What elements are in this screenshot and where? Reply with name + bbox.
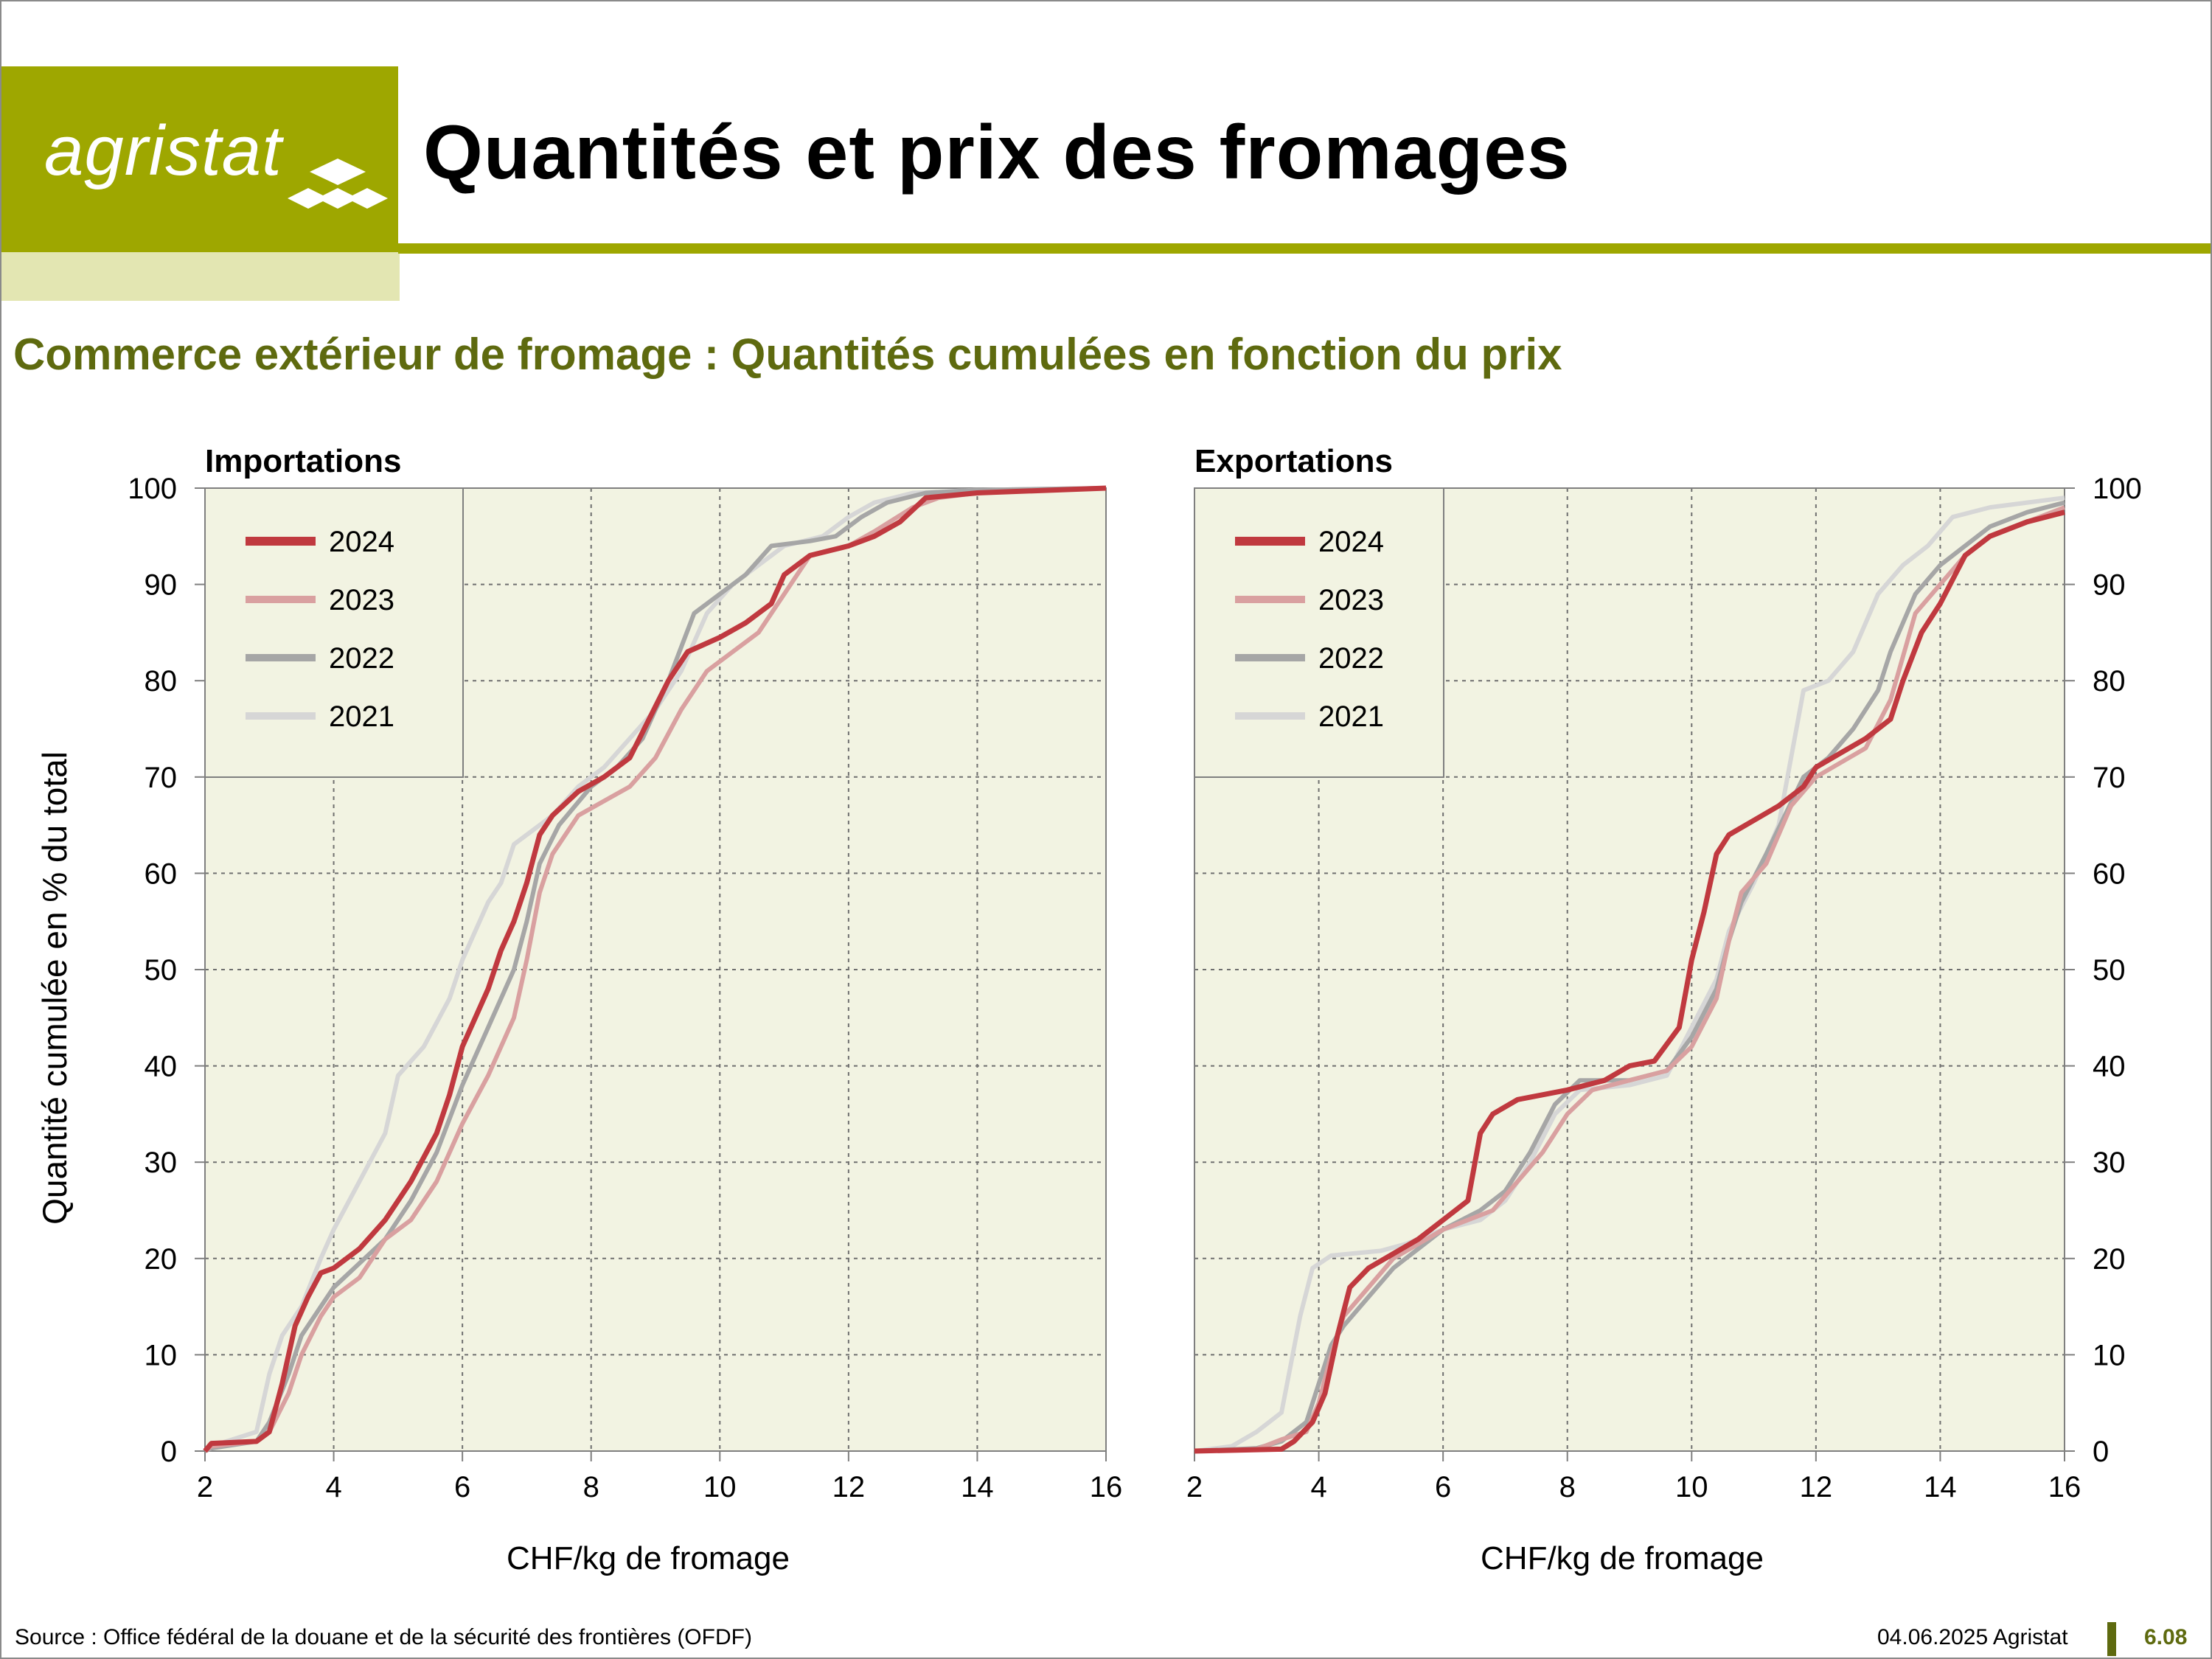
legend-label-2022: 2022 bbox=[329, 642, 394, 675]
x-tick-label: 12 bbox=[1800, 1471, 1833, 1503]
legend-box bbox=[1194, 487, 1444, 778]
y-tick-label: 20 bbox=[2093, 1243, 2126, 1276]
x-tick-label: 16 bbox=[1090, 1471, 1123, 1503]
legend-label-2021: 2021 bbox=[329, 700, 394, 733]
x-tick-label: 10 bbox=[703, 1471, 737, 1503]
x-tick-label: 2 bbox=[197, 1471, 213, 1503]
legend-label-2024: 2024 bbox=[1318, 526, 1384, 558]
panel-importations: 2 4 6 8 10 12 14 16 0 10 20 30 40 50 60 70 80 90 100 Import… bbox=[128, 443, 1122, 1576]
page-title: Quantités et prix des fromages bbox=[423, 110, 1571, 195]
legend-label-2024: 2024 bbox=[329, 526, 394, 558]
panel-exportations: 2 4 6 8 10 12 14 16 0 10 20 30 40 50 60 70 80 90 100 Export… bbox=[1186, 443, 2142, 1576]
y-tick-label: 90 bbox=[2093, 569, 2126, 602]
title-underline bbox=[398, 243, 2211, 254]
footer-date: 04.06.2025 Agristat bbox=[1877, 1625, 2068, 1649]
y-tick-label: 80 bbox=[145, 665, 178, 698]
y-tick-label: 60 bbox=[2093, 858, 2126, 890]
legend-label-2022: 2022 bbox=[1318, 642, 1384, 675]
y-tick-label: 30 bbox=[2093, 1147, 2126, 1179]
panel-title: Exportations bbox=[1194, 443, 1393, 479]
y-tick-label: 10 bbox=[145, 1339, 178, 1371]
x-tick-label: 16 bbox=[2048, 1471, 2081, 1503]
logo-diamond-icon bbox=[288, 159, 388, 209]
x-tick-label: 4 bbox=[325, 1471, 341, 1503]
x-tick-label: 14 bbox=[961, 1471, 994, 1503]
x-tick-label: 14 bbox=[1924, 1471, 1957, 1503]
legend-label-2023: 2023 bbox=[1318, 584, 1384, 616]
series-line-2021 bbox=[1194, 495, 2065, 1453]
y-tick-label: 10 bbox=[2093, 1339, 2126, 1371]
series-line-2024 bbox=[1194, 509, 2065, 1454]
series-line-2024 bbox=[203, 485, 1107, 1453]
y-tick-label: 60 bbox=[145, 858, 178, 890]
legend-label-2023: 2023 bbox=[329, 584, 394, 616]
x-tick-label: 8 bbox=[583, 1471, 599, 1503]
x-tick-label: 6 bbox=[454, 1471, 470, 1503]
y-tick-label: 90 bbox=[145, 569, 178, 602]
y-tick-label: 50 bbox=[145, 954, 178, 987]
footer-source: Source : Office fédéral de la douane et … bbox=[15, 1625, 752, 1649]
x-tick-label: 6 bbox=[1435, 1471, 1451, 1503]
y-tick-label: 70 bbox=[2093, 762, 2126, 794]
chart-subtitle: Commerce extérieur de fromage : Quantité… bbox=[13, 330, 1562, 379]
y-tick-label: 30 bbox=[145, 1147, 178, 1179]
logo-box bbox=[1, 66, 398, 252]
x-tick-label: 10 bbox=[1675, 1471, 1708, 1503]
x-tick-label: 8 bbox=[1559, 1471, 1576, 1503]
x-tick-label: 4 bbox=[1310, 1471, 1326, 1503]
x-tick-label: 12 bbox=[832, 1471, 866, 1503]
x-axis-label: CHF/kg de fromage bbox=[507, 1540, 790, 1576]
x-tick-label: 2 bbox=[1186, 1471, 1203, 1503]
series-line-2022 bbox=[204, 486, 1107, 1453]
page-number: 6.08 bbox=[2144, 1625, 2188, 1649]
legend-label-2021: 2021 bbox=[1318, 700, 1384, 733]
y-tick-label: 70 bbox=[145, 762, 178, 794]
panel-title: Importations bbox=[205, 443, 401, 479]
y-tick-label: 0 bbox=[161, 1436, 177, 1468]
y-tick-label: 0 bbox=[2093, 1436, 2109, 1468]
legend-box bbox=[204, 487, 464, 778]
y-tick-label: 80 bbox=[2093, 665, 2126, 698]
y-tick-label: 20 bbox=[145, 1243, 178, 1276]
y-tick-label: 50 bbox=[2093, 954, 2126, 987]
y-tick-label: 40 bbox=[2093, 1051, 2126, 1083]
logo-text: agristat bbox=[44, 111, 282, 190]
y-tick-label: 100 bbox=[128, 473, 177, 505]
y-tick-label: 40 bbox=[145, 1051, 178, 1083]
footer-divider bbox=[2107, 1622, 2116, 1656]
y-tick-label: 100 bbox=[2093, 473, 2142, 505]
x-axis-label: CHF/kg de fromage bbox=[1481, 1540, 1764, 1576]
logo-accent-band bbox=[1, 252, 400, 301]
y-axis-label: Quantité cumulée en % du total bbox=[35, 751, 74, 1225]
